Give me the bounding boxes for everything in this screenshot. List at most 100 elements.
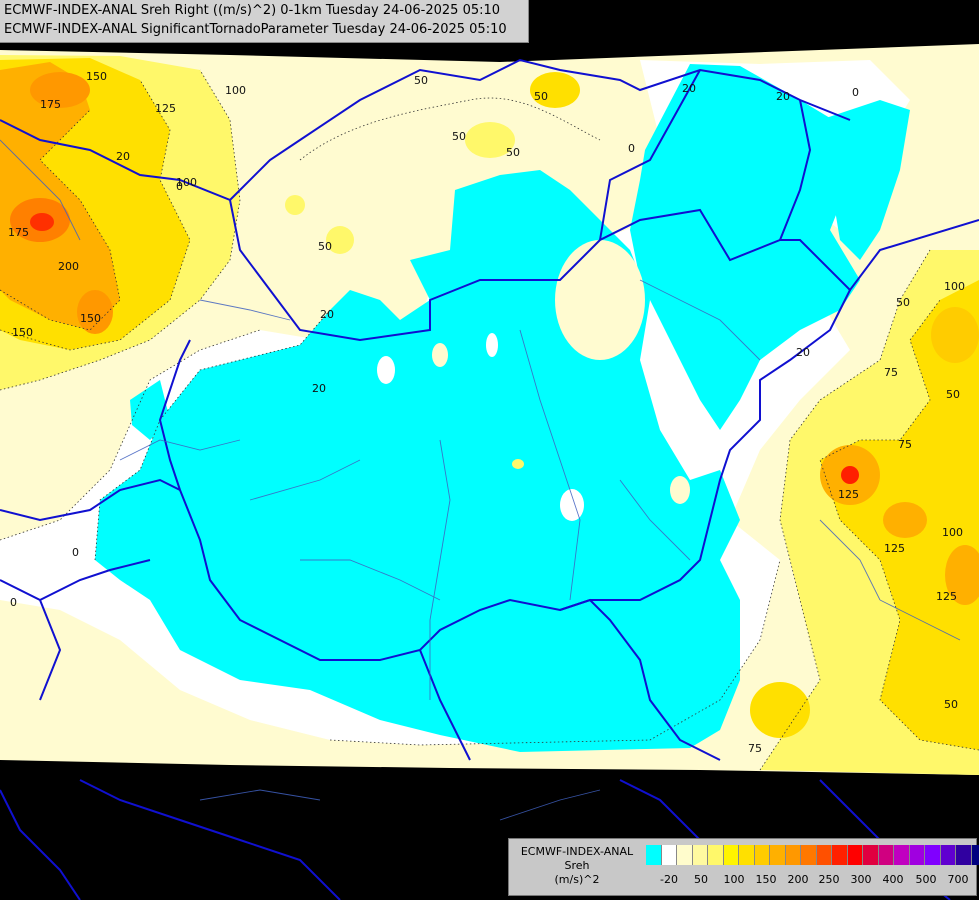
legend-swatch	[785, 845, 801, 865]
hole-5	[432, 343, 448, 367]
contour-label: 20	[116, 150, 130, 163]
legend-swatch	[661, 845, 677, 865]
legend-tick-label: 200	[787, 873, 809, 886]
contour-label: 50	[944, 698, 958, 711]
moderate-blob-4	[750, 682, 810, 738]
contour-label: 0	[72, 546, 79, 559]
contour-label: 175	[8, 226, 29, 239]
contour-label: 50	[318, 240, 332, 253]
legend-swatch	[816, 845, 832, 865]
negative-area-north	[630, 64, 860, 430]
legend-swatch	[677, 845, 693, 865]
contour-label: 0	[10, 596, 17, 609]
contour-label: 150	[80, 312, 101, 325]
legend-tick-label: 400	[882, 873, 904, 886]
legend-parameter: Sreh	[564, 859, 590, 872]
hole-6	[486, 333, 498, 357]
contour-label: 125	[936, 590, 957, 603]
legend-swatch	[909, 845, 925, 865]
high-core-west-3	[30, 72, 90, 108]
contour-label: 50	[946, 388, 960, 401]
high-core-east-inner	[841, 466, 859, 484]
contour-label: 125	[155, 102, 176, 115]
contour-label: 150	[12, 326, 33, 339]
legend-swatch	[723, 845, 739, 865]
contour-label: 0	[176, 180, 183, 193]
legend-tick-label: 50	[694, 873, 708, 886]
legend-swatch	[801, 845, 817, 865]
hole-1	[560, 489, 584, 521]
legend-swatch	[971, 845, 979, 865]
high-core-east-2	[883, 502, 927, 538]
hole-2	[670, 476, 690, 504]
contour-label: 100	[942, 526, 963, 539]
legend-swatches	[646, 845, 979, 865]
high-core-east-4	[931, 307, 979, 363]
legend-tick-label: 300	[850, 873, 872, 886]
moderate-blob-2	[326, 226, 354, 254]
map-header: ECMWF-INDEX-ANAL Sreh Right ((m/s)^2) 0-…	[0, 0, 529, 43]
contour-label: 50	[506, 146, 520, 159]
contour-label: 20	[320, 308, 334, 321]
contour-label: 100	[944, 280, 965, 293]
contour-label: 100	[225, 84, 246, 97]
legend-ticks: -20 50 100 150 200 250 300 400 500 700	[637, 873, 977, 889]
legend-tick-label: 150	[755, 873, 777, 886]
contour-label: 20	[312, 382, 326, 395]
hole-3	[512, 459, 524, 469]
moderate-blob-3	[285, 195, 305, 215]
legend-tick-label: 500	[915, 873, 937, 886]
legend-swatch	[832, 845, 848, 865]
negative-area-east	[820, 100, 910, 260]
legend-swatch	[894, 845, 910, 865]
legend-swatch	[708, 845, 724, 865]
legend-swatch	[940, 845, 956, 865]
contour-label: 125	[884, 542, 905, 555]
contour-lines	[0, 69, 979, 771]
contour-label: 75	[884, 366, 898, 379]
high-core-west-inner	[30, 213, 54, 231]
contour-label: 175	[40, 98, 61, 111]
contour-label: 75	[748, 742, 762, 755]
contour-label: 20	[682, 82, 696, 95]
header-line-1: ECMWF-INDEX-ANAL Sreh Right ((m/s)^2) 0-…	[4, 3, 501, 18]
legend-swatch	[646, 845, 662, 865]
contour-label: 50	[896, 296, 910, 309]
legend-swatch	[878, 845, 894, 865]
legend-swatch	[863, 845, 879, 865]
contour-label: 125	[838, 488, 859, 501]
legend-tick-label: -20	[660, 873, 678, 886]
legend-swatch	[847, 845, 863, 865]
legend-swatch	[956, 845, 972, 865]
high-area-west-orange	[0, 62, 120, 330]
moderate-blob-1	[465, 122, 515, 158]
legend-swatch	[925, 845, 941, 865]
contour-label: 20	[776, 90, 790, 103]
legend-tick-label: 100	[723, 873, 745, 886]
legend-swatch	[692, 845, 708, 865]
contour-label: 0	[852, 86, 859, 99]
contour-label: 150	[86, 70, 107, 83]
color-legend: ECMWF-INDEX-ANAL Sreh (m/s)^2 -20 50 100 15…	[508, 838, 979, 896]
header-line-2: ECMWF-INDEX-ANAL SignificantTornadoParam…	[4, 22, 507, 37]
rivers	[0, 139, 961, 821]
legend-model: ECMWF-INDEX-ANAL	[520, 845, 634, 858]
legend-swatch	[754, 845, 770, 865]
high-core-north	[530, 72, 580, 108]
legend-swatch	[770, 845, 786, 865]
contour-label: 75	[898, 438, 912, 451]
contour-labels: 150 175 125 100 100 175 200 150 150 50 5…	[8, 70, 965, 755]
contour-label: 200	[58, 260, 79, 273]
legend-unit: (m/s)^2	[554, 873, 600, 886]
contour-label: 50	[534, 90, 548, 103]
legend-title: ECMWF-INDEX-ANAL Sreh (m/s)^2	[513, 845, 641, 887]
high-core-east-3	[945, 545, 979, 605]
legend-swatch	[739, 845, 755, 865]
high-core-west-2	[77, 290, 113, 334]
legend-tick-label: 700	[947, 873, 969, 886]
contour-label: 50	[452, 130, 466, 143]
contour-label: 50	[414, 74, 428, 87]
hole-4	[377, 356, 395, 384]
legend-tick-label: 250	[818, 873, 840, 886]
